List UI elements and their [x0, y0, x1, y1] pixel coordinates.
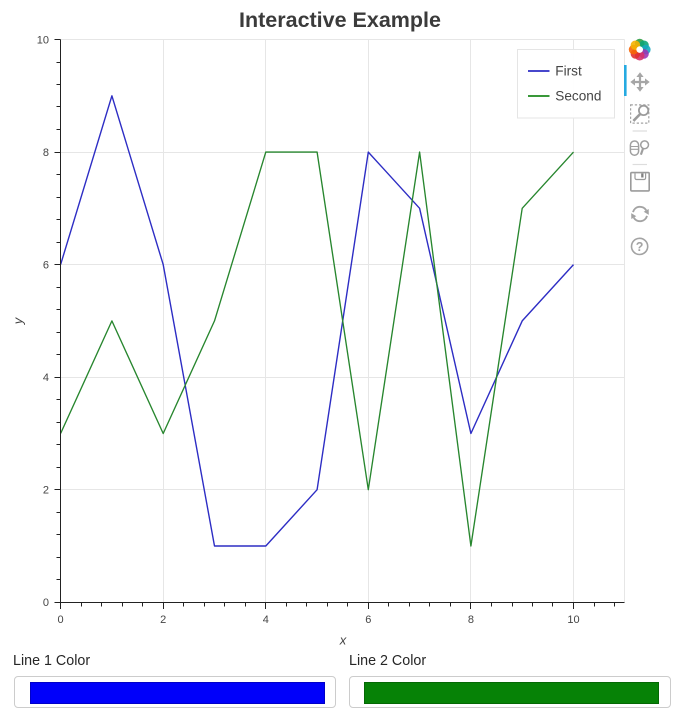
svg-text:6: 6 [43, 260, 49, 272]
svg-text:First: First [555, 64, 582, 79]
svg-text:4: 4 [43, 372, 49, 384]
svg-text:8: 8 [468, 614, 474, 626]
svg-text:Second: Second [555, 89, 601, 104]
svg-text:Interactive Example: Interactive Example [239, 8, 441, 32]
svg-text:0: 0 [58, 614, 64, 626]
svg-text:10: 10 [37, 34, 49, 46]
svg-text:x: x [339, 632, 347, 647]
svg-text:4: 4 [263, 614, 269, 626]
svg-text:y: y [11, 316, 26, 325]
svg-text:10: 10 [567, 614, 579, 626]
svg-text:?: ? [636, 240, 644, 254]
svg-text:6: 6 [365, 614, 371, 626]
svg-text:2: 2 [43, 485, 49, 497]
svg-text:8: 8 [43, 147, 49, 159]
svg-text:0: 0 [43, 597, 49, 609]
svg-text:2: 2 [160, 614, 166, 626]
